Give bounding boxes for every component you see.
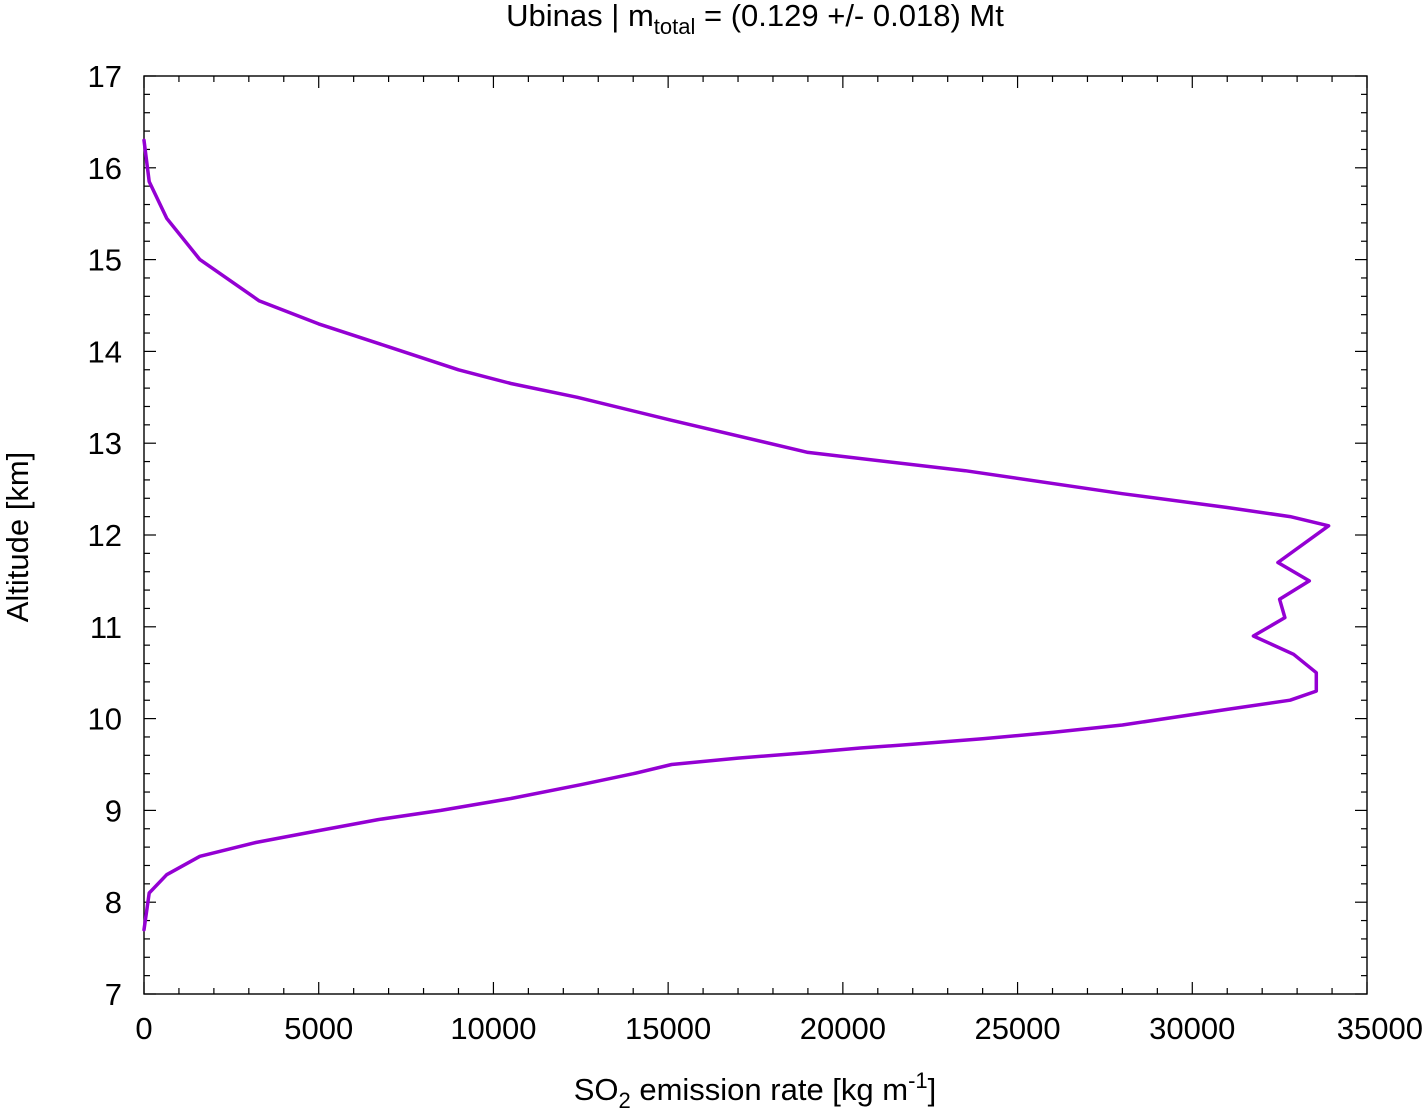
x-tick-label: 15000 — [625, 1011, 711, 1046]
x-axis-label-superscript: -1 — [908, 1068, 928, 1093]
y-tick-label: 16 — [88, 151, 122, 186]
x-axis-label-prefix: SO — [574, 1072, 619, 1107]
y-tick-label: 12 — [88, 518, 122, 553]
y-tick-label: 15 — [88, 243, 122, 278]
x-axis-label: SO2 emission rate [kg m-1] — [574, 1068, 937, 1111]
y-tick-label: 8 — [105, 885, 122, 920]
y-tick-label: 14 — [88, 334, 122, 369]
x-axis-label-middle: emission rate [kg m — [631, 1072, 908, 1107]
x-axis: 0 5000 10000 15000 20000 25000 30000 35000 — [135, 76, 1423, 1046]
y-axis: 7 8 9 10 11 12 13 14 15 16 17 — [88, 59, 1367, 1012]
x-axis-label-subscript: 2 — [618, 1088, 630, 1111]
y-tick-label: 13 — [88, 426, 122, 461]
plot-frame — [143, 75, 1368, 995]
chart-title: Ubinas | mtotal = (0.129 +/- 0.018) Mt — [506, 0, 1004, 39]
y-tick-label: 10 — [88, 702, 122, 737]
x-tick-label: 5000 — [284, 1011, 353, 1046]
y-tick-label: 17 — [88, 59, 122, 94]
x-tick-label: 0 — [135, 1011, 152, 1046]
y-axis-label: Altitude [km] — [0, 452, 35, 623]
y-tick-label: 11 — [90, 610, 122, 645]
chart-title-suffix: = (0.129 +/- 0.018) Mt — [695, 0, 1004, 33]
series-line — [142, 138, 1331, 932]
y-tick-label: 7 — [105, 977, 122, 1012]
x-axis-label-suffix: ] — [928, 1072, 937, 1107]
x-tick-label: 20000 — [800, 1011, 886, 1046]
y-tick-label: 9 — [105, 793, 122, 828]
x-tick-label: 25000 — [974, 1011, 1060, 1046]
x-tick-label: 10000 — [450, 1011, 536, 1046]
series-layer — [142, 138, 1331, 932]
x-tick-label: 30000 — [1149, 1011, 1235, 1046]
chart-title-prefix: Ubinas | m — [506, 0, 654, 33]
chart-title-subscript: total — [654, 14, 696, 39]
x-tick-label: 35000 — [1337, 1011, 1423, 1046]
